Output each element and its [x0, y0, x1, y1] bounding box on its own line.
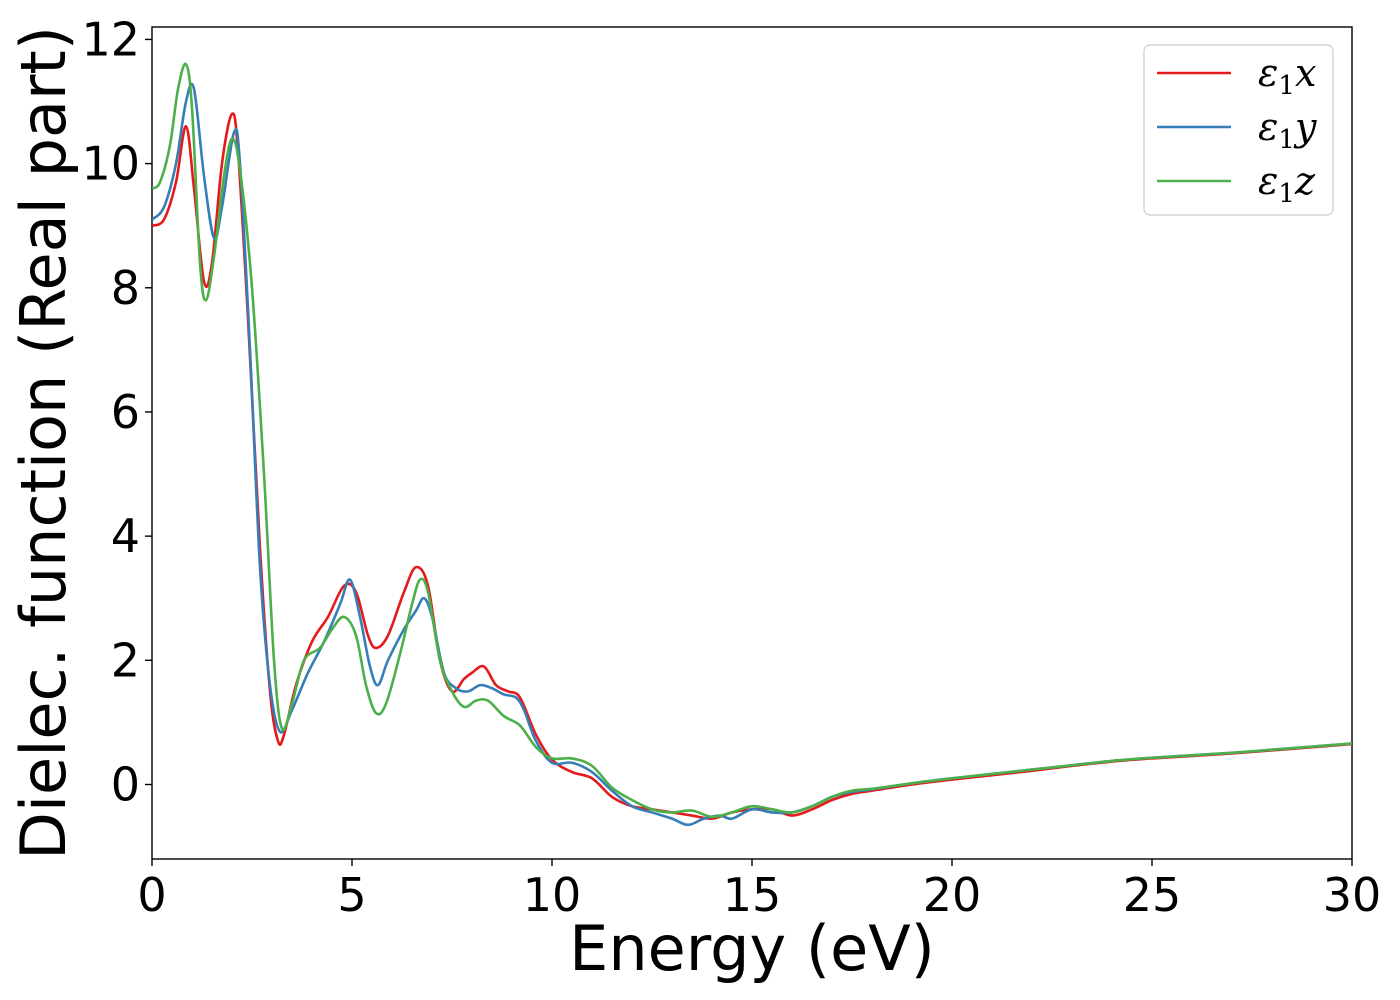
legend-label-z: ε1z	[1258, 159, 1316, 209]
x-tick-label: 15	[723, 868, 782, 922]
y-tick-label: 0	[111, 757, 140, 811]
y-tick-label: 8	[111, 261, 140, 315]
series-layer	[152, 62, 1352, 827]
series-line-z	[152, 62, 1352, 819]
x-tick-label: 20	[923, 868, 982, 922]
x-tick-label: 25	[1123, 868, 1182, 922]
y-tick-label: 6	[111, 385, 140, 439]
legend-label-x: ε1x	[1258, 51, 1316, 101]
y-tick-label: 4	[111, 509, 140, 563]
legend-frame	[1143, 44, 1334, 216]
legend-label-y: ε1y	[1258, 105, 1317, 155]
x-tick-label: 10	[523, 868, 582, 922]
y-tick-label: 10	[81, 137, 140, 191]
x-axis-title: Energy (eV)	[569, 912, 935, 985]
x-tick-label: 0	[137, 868, 166, 922]
x-axis: 0 5 10 15 20 25 30	[137, 859, 1381, 922]
y-tick-label: 2	[111, 633, 140, 687]
y-axis: 0 2 4 6 8 10 12	[81, 12, 152, 811]
y-tick-label: 12	[81, 12, 140, 66]
y-axis-title: Dielec. function (Real part)	[7, 26, 80, 860]
x-tick-label: 30	[1323, 868, 1382, 922]
x-tick-label: 5	[337, 868, 366, 922]
